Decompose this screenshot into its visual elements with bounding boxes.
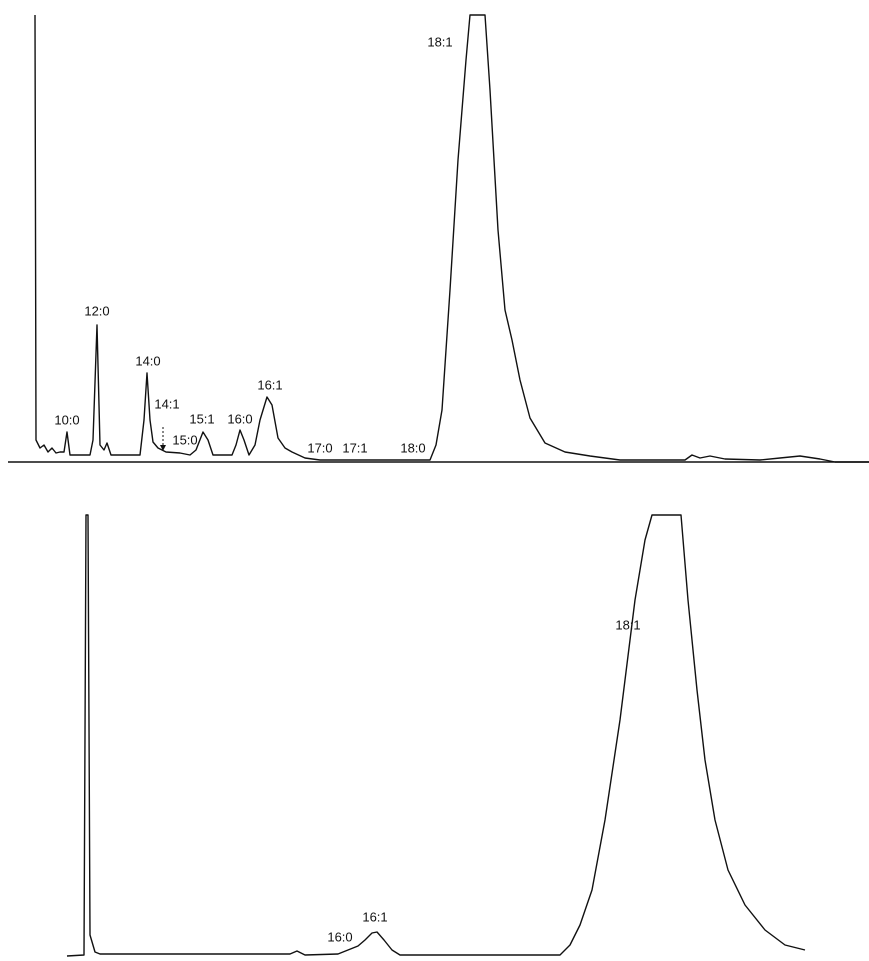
peak-label: 14:1 [154, 396, 179, 411]
peak-label: 16:0 [227, 411, 252, 426]
trace [66, 514, 806, 957]
trace [34, 14, 869, 463]
peak-label: 18:1 [427, 34, 452, 49]
peak-label: 18:1 [615, 617, 640, 632]
peak-label: 17:1 [342, 440, 367, 455]
peak-label: 10:0 [54, 412, 79, 427]
peak-label: 12:0 [84, 303, 109, 318]
peak-label: 15:1 [189, 411, 214, 426]
arrow-head [160, 445, 166, 451]
peak-label: 16:0 [327, 929, 352, 944]
peak-label: 18:0 [400, 440, 425, 455]
peak-label: 16:1 [362, 909, 387, 924]
bottom-chromatogram [66, 514, 806, 957]
peak-label: 15:0 [172, 432, 197, 447]
peak-labels: 18:1 12:0 14:0 14:1 10:0 15:0 15:1 16:0 16:1 17:0… [54, 34, 640, 944]
top-chromatogram [8, 14, 869, 463]
peak-label: 14:0 [135, 353, 160, 368]
peak-label: 16:1 [257, 377, 282, 392]
peak-label: 17:0 [307, 440, 332, 455]
